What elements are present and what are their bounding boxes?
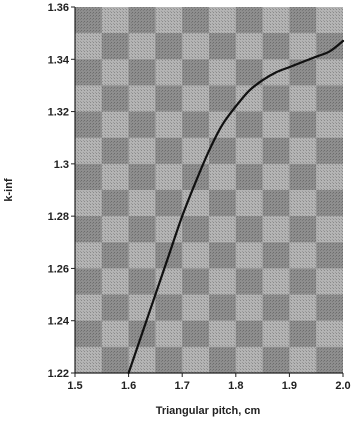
- x-tick-label: 1.8: [228, 380, 243, 392]
- series-layer: [127, 39, 345, 375]
- checker-cell: [75, 320, 102, 347]
- checker-cell: [316, 85, 343, 112]
- checker-cell: [289, 111, 317, 138]
- checker-cell: [262, 33, 290, 60]
- checker-cell: [209, 242, 236, 269]
- y-tick-label: 1.24: [48, 316, 70, 328]
- checker-cell: [155, 33, 183, 60]
- checker-cell: [182, 163, 209, 190]
- checker-cell: [289, 268, 317, 295]
- checker-cell: [289, 320, 317, 347]
- checker-cell: [209, 190, 236, 217]
- checker-cell: [75, 59, 102, 86]
- checker-cell: [235, 216, 263, 243]
- checker-cell: [235, 7, 263, 34]
- checker-cell: [262, 137, 290, 164]
- checker-cell: [128, 163, 156, 190]
- checker-cell: [182, 216, 209, 243]
- checker-cell: [209, 294, 236, 321]
- checker-cell: [289, 7, 317, 34]
- checker-cell: [289, 59, 317, 86]
- checker-cell: [262, 346, 290, 373]
- plot-checker-pattern: [75, 7, 343, 373]
- x-tick-label: 1.9: [282, 380, 297, 392]
- checker-cell: [209, 85, 236, 112]
- checker-cell: [235, 59, 263, 86]
- checker-cell: [182, 7, 209, 34]
- checker-cell: [316, 346, 343, 373]
- checker-cell: [289, 216, 317, 243]
- checker-cell: [128, 59, 156, 86]
- checker-cell: [316, 137, 343, 164]
- y-tick-label: 1.26: [48, 263, 69, 275]
- x-tick-label: 2.0: [335, 380, 350, 392]
- checker-cell: [316, 294, 343, 321]
- x-axis-ticks: 1.5 1.6 1.7 1.8 1.9 2.0: [67, 373, 351, 392]
- y-tick-label: 1.32: [48, 107, 69, 119]
- checker-cell: [235, 268, 263, 295]
- x-tick-label: 1.5: [67, 380, 82, 392]
- checker-cell: [75, 7, 102, 34]
- checker-cell: [182, 59, 209, 86]
- checker-cell: [75, 216, 102, 243]
- y-tick-label: 1.36: [48, 2, 69, 14]
- checker-cell: [128, 216, 156, 243]
- checker-cell: [182, 111, 209, 138]
- y-axis-title: k-inf: [3, 178, 15, 202]
- checker-cell: [155, 346, 183, 373]
- checker-cell: [235, 320, 263, 347]
- checker-cell: [182, 268, 209, 295]
- checker-cell: [101, 33, 129, 60]
- x-axis-title: Triangular pitch, cm: [156, 405, 261, 417]
- checker-cell: [128, 7, 156, 34]
- checker-cell: [128, 111, 156, 138]
- checker-cell: [101, 294, 129, 321]
- checker-cell: [235, 111, 263, 138]
- checker-cell: [289, 163, 317, 190]
- checker-cell: [75, 111, 102, 138]
- series-line: [127, 39, 345, 375]
- checker-cell: [155, 85, 183, 112]
- checker-cell: [128, 268, 156, 295]
- axes: [74, 7, 343, 374]
- y-tick-label: 1.28: [48, 211, 69, 223]
- checker-cell: [101, 346, 129, 373]
- checker-cell: [101, 190, 129, 217]
- checker-cell: [235, 163, 263, 190]
- y-tick-label: 1.22: [48, 368, 69, 380]
- checker-cell: [101, 242, 129, 269]
- checker-cell: [75, 163, 102, 190]
- checker-cell: [316, 190, 343, 217]
- checker-cell: [101, 137, 129, 164]
- checker-cell: [316, 242, 343, 269]
- checker-cell: [262, 242, 290, 269]
- checker-cell: [262, 294, 290, 321]
- y-axis-ticks: 1.36 1.34 1.32 1.3 1.28 1.26 1.24 1.22: [48, 2, 75, 380]
- checker-cell: [75, 268, 102, 295]
- checker-cell: [262, 85, 290, 112]
- checker-cell: [262, 190, 290, 217]
- checker-cell: [209, 33, 236, 60]
- x-tick-label: 1.7: [175, 380, 190, 392]
- x-tick-label: 1.6: [121, 380, 136, 392]
- checker-cell: [155, 190, 183, 217]
- checker-cell: [155, 294, 183, 321]
- checker-cell: [209, 346, 236, 373]
- y-tick-label: 1.3: [54, 159, 69, 171]
- checker-cell: [155, 137, 183, 164]
- y-tick-label: 1.34: [48, 54, 70, 66]
- checker-cell: [101, 85, 129, 112]
- checker-cell: [182, 320, 209, 347]
